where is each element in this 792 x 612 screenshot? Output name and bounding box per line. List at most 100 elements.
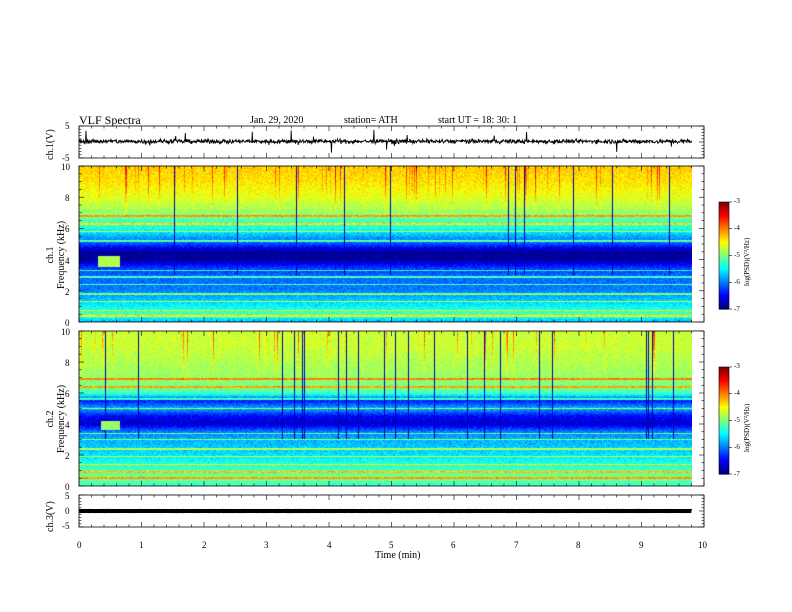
g-cb1-cell	[719, 257, 729, 260]
g-cb1-cell	[719, 218, 729, 221]
g-cb1-cell	[719, 212, 729, 216]
g-cb1-cell	[719, 296, 729, 299]
g-spec1-image	[79, 166, 692, 322]
g-cb2-cell	[719, 422, 729, 425]
g-cb2-cell	[719, 391, 729, 395]
ch1s-ytick-4: 4	[65, 256, 70, 266]
g-cb1-cell	[719, 230, 729, 233]
g-cb1-cell	[719, 266, 729, 269]
g-cb2-cell	[719, 472, 729, 475]
g-cb1-cell	[719, 226, 729, 230]
g-cb1-cell	[719, 251, 729, 255]
g-cb2-cell	[719, 432, 729, 436]
ch2-colorbar	[718, 366, 732, 475]
g-cb1-cell	[719, 250, 729, 253]
cb1-tick-m7: -7	[734, 305, 740, 313]
x-axis-label: Time (min)	[375, 550, 421, 561]
g-cb2-cell	[719, 450, 729, 454]
g-cb1-cell	[719, 267, 729, 271]
g-cb2-cell	[719, 449, 729, 452]
g-cb2-cell	[719, 456, 729, 459]
g-cb1-cell	[719, 234, 729, 237]
ch1s-ytick-8: 8	[65, 193, 70, 203]
cb1-tick-m5: -5	[734, 251, 740, 259]
cb2-tick-m6: -6	[734, 443, 740, 451]
g-cb2-cell	[719, 374, 729, 377]
g-cb1-cell	[719, 202, 729, 205]
chart-title: VLF Spectra	[79, 113, 141, 127]
ch2s-ytick-2: 2	[65, 451, 70, 461]
g-cb1-cell	[719, 246, 729, 249]
g-cb2-cell	[719, 368, 729, 372]
g-cb1-cell	[719, 294, 729, 298]
g-cb2-cell	[719, 465, 729, 468]
g-cb1-cell	[719, 203, 729, 207]
g-cb1-cell	[719, 232, 729, 235]
g-cb1-cell	[719, 264, 729, 267]
g-cb2-cell	[719, 468, 729, 472]
g-cb2-cell	[719, 411, 729, 414]
g-cb1-cell	[719, 244, 729, 248]
g-cb1-cell	[719, 219, 729, 223]
g-cb1-cell	[719, 237, 729, 241]
g-cb1-cell	[719, 278, 729, 282]
g-cb1-cell	[719, 248, 729, 251]
g-cb1-cell	[719, 223, 729, 226]
g-cb2-cell	[719, 390, 729, 393]
ch1s-ytick-2: 2	[65, 287, 70, 297]
cb2-tick-m7: -7	[734, 470, 740, 478]
ch1s-ytick-10: 10	[61, 162, 70, 172]
g-cb2-cell	[719, 440, 729, 443]
axis-ticks	[78, 125, 705, 528]
g-cb1-cell	[719, 253, 729, 257]
g-cb1-cell	[719, 300, 729, 303]
xtick-9: 9	[639, 540, 644, 550]
cb1-tick-m4: -4	[734, 224, 740, 232]
xtick-4: 4	[327, 540, 332, 550]
g-cb1-cell	[719, 305, 729, 308]
g-cb1-cell	[719, 271, 729, 274]
g-cb1-cell	[719, 235, 729, 239]
g-cb2-cell	[719, 459, 729, 463]
xtick-5: 5	[389, 540, 394, 550]
g-spec2-image	[79, 331, 692, 486]
g-cb1-cell	[719, 255, 729, 258]
ch2s-ytick-8: 8	[65, 358, 70, 368]
g-cb1-cell	[719, 228, 729, 232]
g-cb2-cell	[719, 402, 729, 406]
ch2-spectrogram	[79, 331, 692, 486]
g-cb1-cell	[719, 276, 729, 280]
g-cb2-cell	[719, 415, 729, 418]
xtick-7: 7	[514, 540, 519, 550]
g-cb2-cell	[719, 447, 729, 450]
ch1s-ytick-6: 6	[65, 224, 70, 234]
g-cb1-cell	[719, 298, 729, 301]
g-cb2-cell	[719, 400, 729, 404]
g-cb2-cell	[719, 372, 729, 375]
g-wave1-trace	[78, 129, 692, 153]
ch2s-ytick-0: 0	[65, 482, 70, 492]
g-cb2-cell	[719, 438, 729, 441]
g-cb2-cell	[719, 375, 729, 379]
ch1-ytick-top: 5	[65, 121, 70, 131]
cb2-tick-m3: -3	[734, 362, 740, 370]
ch2s-ytick-4: 4	[65, 420, 70, 430]
g-cb1-cell	[719, 291, 729, 294]
ch3-ytick-top: 5	[65, 491, 70, 501]
g-cb2-cell	[719, 466, 729, 470]
ch1-spectrogram	[79, 166, 692, 322]
g-cb1-cell	[719, 214, 729, 217]
ch2s-ytick-6: 6	[65, 389, 70, 399]
cb2-tick-m4: -4	[734, 389, 740, 397]
g-cb2-cell	[719, 441, 729, 445]
g-cb2-cell	[719, 386, 729, 389]
g-cb2-cell	[719, 431, 729, 434]
g-cb1-cell	[719, 239, 729, 242]
g-cb2-cell	[719, 416, 729, 420]
ch2s-ytick-10: 10	[61, 327, 70, 337]
g-cb2-cell	[719, 399, 729, 402]
xtick-3: 3	[264, 540, 269, 550]
g-cb1-cell	[719, 269, 729, 273]
g-cb2-cell	[719, 429, 729, 432]
station-label: station= ATH	[344, 115, 398, 126]
